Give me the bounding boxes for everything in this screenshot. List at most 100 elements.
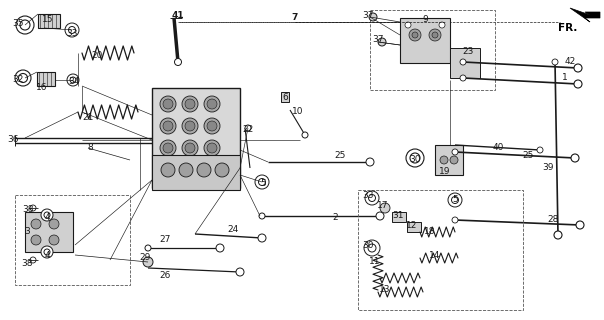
Text: 37: 37 — [372, 36, 384, 44]
Text: 41: 41 — [172, 11, 184, 20]
Circle shape — [204, 96, 220, 112]
Circle shape — [145, 245, 151, 251]
Circle shape — [432, 32, 438, 38]
Bar — [281, 92, 289, 102]
Circle shape — [450, 156, 458, 164]
Circle shape — [365, 191, 379, 205]
Circle shape — [448, 193, 462, 207]
Circle shape — [537, 147, 543, 153]
Circle shape — [185, 99, 195, 109]
Circle shape — [160, 118, 176, 134]
Text: 14: 14 — [429, 251, 441, 260]
Text: 38: 38 — [22, 205, 34, 214]
Circle shape — [15, 70, 31, 86]
Circle shape — [452, 149, 458, 155]
Text: 28: 28 — [547, 215, 559, 225]
Bar — [25, 212, 73, 252]
Bar — [370, 10, 495, 90]
Text: 30: 30 — [362, 241, 374, 250]
Text: 17: 17 — [378, 201, 389, 210]
Circle shape — [175, 59, 181, 66]
Text: 31: 31 — [392, 211, 403, 220]
Text: 37: 37 — [362, 12, 374, 20]
Circle shape — [259, 213, 265, 219]
Circle shape — [163, 143, 173, 153]
Circle shape — [163, 121, 173, 131]
Circle shape — [552, 59, 558, 65]
Circle shape — [44, 249, 50, 255]
Circle shape — [380, 203, 390, 213]
Circle shape — [204, 140, 220, 156]
Text: 20: 20 — [91, 51, 103, 60]
Circle shape — [68, 27, 76, 34]
Circle shape — [161, 163, 175, 177]
Text: 39: 39 — [542, 164, 554, 172]
Circle shape — [406, 149, 424, 167]
Circle shape — [30, 205, 36, 211]
Circle shape — [31, 235, 41, 245]
Text: 6: 6 — [282, 92, 288, 101]
Text: 18: 18 — [424, 228, 435, 236]
Text: 34: 34 — [68, 77, 80, 86]
Circle shape — [369, 13, 377, 21]
Circle shape — [204, 118, 220, 134]
Polygon shape — [570, 8, 600, 22]
Circle shape — [452, 217, 458, 223]
Circle shape — [439, 22, 445, 28]
Circle shape — [366, 158, 374, 166]
Bar — [152, 88, 240, 188]
Bar — [358, 190, 523, 310]
Text: 4: 4 — [44, 213, 50, 222]
Bar — [152, 155, 240, 190]
Text: 8: 8 — [87, 143, 93, 153]
Text: 2: 2 — [332, 213, 338, 222]
Bar — [38, 14, 60, 28]
Text: 33: 33 — [66, 28, 78, 37]
Circle shape — [405, 22, 411, 28]
Bar — [450, 48, 480, 78]
Circle shape — [258, 234, 266, 242]
Text: 27: 27 — [159, 236, 171, 244]
Circle shape — [163, 99, 173, 109]
Circle shape — [16, 16, 34, 34]
Text: 32: 32 — [12, 76, 24, 84]
Text: 38: 38 — [21, 260, 33, 268]
Text: 12: 12 — [406, 220, 418, 229]
Circle shape — [44, 212, 50, 218]
Circle shape — [409, 29, 421, 41]
Text: 11: 11 — [369, 258, 381, 267]
Text: 5: 5 — [260, 179, 266, 188]
Circle shape — [185, 121, 195, 131]
Circle shape — [460, 59, 466, 65]
Circle shape — [574, 64, 582, 72]
Circle shape — [182, 140, 198, 156]
Circle shape — [70, 77, 76, 83]
Text: FR.: FR. — [558, 23, 577, 33]
Text: 7: 7 — [292, 13, 298, 22]
Circle shape — [574, 80, 582, 88]
Text: 13: 13 — [379, 285, 391, 294]
Circle shape — [20, 20, 30, 30]
Circle shape — [49, 235, 59, 245]
Text: 35: 35 — [12, 19, 24, 28]
Circle shape — [460, 75, 466, 81]
Circle shape — [207, 143, 217, 153]
Circle shape — [236, 268, 244, 276]
Bar — [407, 222, 421, 232]
Text: 22: 22 — [242, 125, 254, 134]
Circle shape — [182, 96, 198, 112]
Circle shape — [412, 32, 418, 38]
Text: 23: 23 — [462, 47, 474, 57]
Text: 4: 4 — [44, 251, 50, 260]
Text: 21: 21 — [82, 114, 94, 123]
Text: 9: 9 — [422, 15, 428, 25]
Circle shape — [554, 231, 562, 239]
Circle shape — [41, 246, 53, 258]
Circle shape — [182, 118, 198, 134]
Circle shape — [160, 96, 176, 112]
Circle shape — [215, 163, 229, 177]
Circle shape — [452, 196, 458, 204]
Text: 30: 30 — [410, 156, 421, 164]
Text: 26: 26 — [159, 270, 171, 279]
Circle shape — [143, 257, 153, 267]
